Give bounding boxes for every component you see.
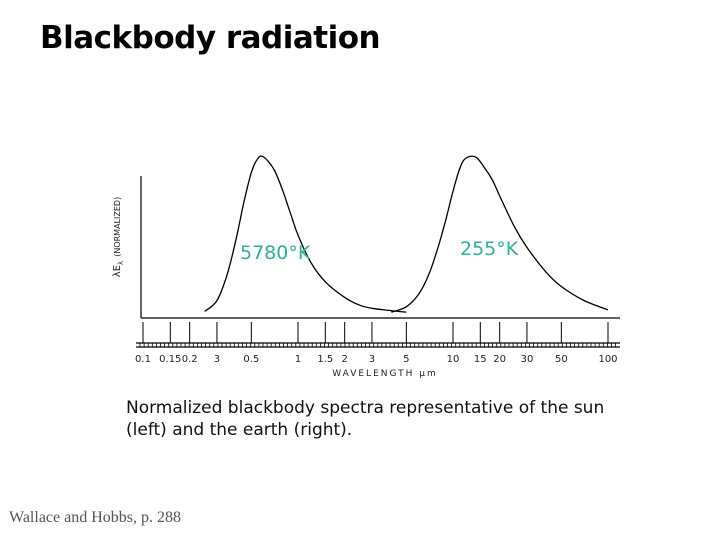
x-tick-label: 20	[493, 354, 506, 365]
x-tick-label: 5	[403, 354, 409, 365]
x-ticks	[142, 322, 609, 343]
y-axis-subscript: λ	[117, 261, 125, 265]
series-label-sun: 5780°K	[240, 242, 311, 264]
slide-title: Blackbody radiation	[40, 20, 381, 56]
x-tick-label: 0.15	[159, 354, 181, 365]
x-tick-label: 0.2	[182, 354, 198, 365]
x-axis-label: WAVELENGTH μm	[332, 369, 438, 379]
x-tick-label: 1	[295, 354, 301, 365]
x-tick-label: 1.5	[317, 354, 333, 365]
x-tick-label: 10	[447, 354, 460, 365]
svg-text:λEλ(NORMALIZED): λEλ (NORMALIZED)	[112, 197, 125, 277]
series-label-earth: 255°K	[460, 238, 519, 260]
x-tick-label: 100	[598, 354, 617, 365]
x-tick-labels: 0.1 0.15 0.2 3 0.5 1 1.5 2 3 5 10 15 20 30 50 100	[135, 354, 618, 365]
y-axis-note: (NORMALIZED)	[113, 197, 122, 257]
earth-spectrum-line	[391, 155, 609, 313]
figure-caption: Normalized blackbody spectra representat…	[126, 398, 605, 440]
sun-spectrum-line	[204, 155, 407, 313]
x-tick-label: 15	[474, 354, 487, 365]
x-tick-label: 3	[369, 354, 375, 365]
y-axis-label: λEλ (NORMALIZED)	[112, 197, 125, 277]
source-credit: Wallace and Hobbs, p. 288	[9, 509, 181, 526]
x-tick-label: 0.5	[243, 354, 259, 365]
x-tick-label: 2	[341, 354, 347, 365]
x-tick-label: 3	[214, 354, 220, 365]
y-axis-symbol: λE	[112, 265, 123, 277]
x-tick-label: 50	[555, 354, 568, 365]
spectra-curves	[204, 155, 609, 313]
x-tick-label: 0.1	[135, 354, 151, 365]
wavelength-scale-bar	[136, 342, 620, 348]
x-tick-label: 30	[521, 354, 534, 365]
